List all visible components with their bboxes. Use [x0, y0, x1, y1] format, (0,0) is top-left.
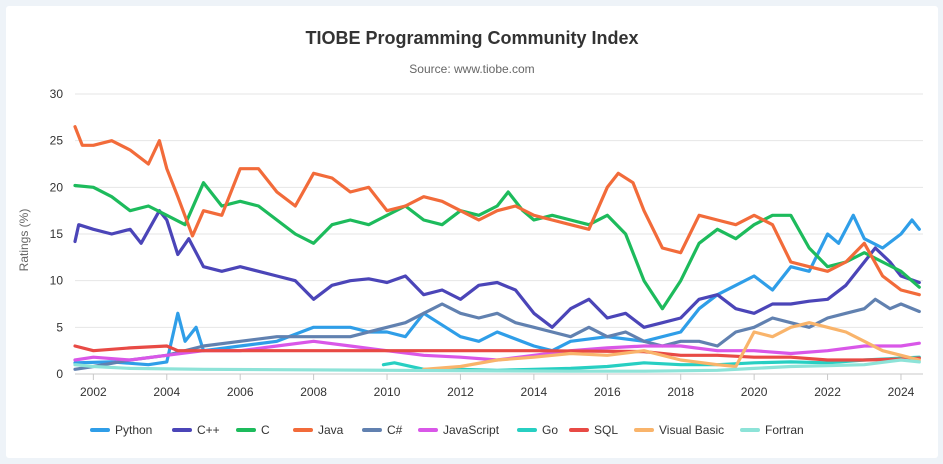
y-tick-label: 10 [50, 274, 64, 288]
x-tick-label: 2002 [80, 385, 107, 399]
series-line-c-[interactable] [73, 209, 921, 329]
legend-label: Python [115, 423, 152, 437]
legend: Python C++ C Java C# JavaScript Go SQL Visual Ba… [90, 423, 804, 437]
x-tick-label: 2014 [521, 385, 548, 399]
x-tick-label: 2008 [300, 385, 327, 399]
x-axis-ticks: 2002 2004 2006 2008 2010 2012 2014 2016 2018 2020… [80, 374, 915, 399]
chart-title: TIOBE Programming Community Index [305, 28, 639, 48]
legend-label: C [261, 423, 270, 437]
legend-item[interactable]: Python [90, 423, 152, 437]
x-tick-label: 2006 [227, 385, 254, 399]
legend-item[interactable]: Visual Basic [634, 423, 724, 437]
legend-label: Go [542, 423, 558, 437]
chart-subtitle: Source: www.tiobe.com [409, 62, 535, 76]
legend-label: SQL [594, 423, 618, 437]
legend-item[interactable]: Java [293, 423, 344, 437]
x-tick-label: 2010 [374, 385, 401, 399]
legend-item[interactable]: C [236, 423, 270, 437]
legend-item[interactable]: SQL [569, 423, 618, 437]
legend-label: Java [318, 423, 344, 437]
chart-card: TIOBE Programming Community Index Source… [6, 6, 938, 458]
line-chart: 0 5 10 15 20 25 30 2002 2004 2006 2008 2010 2012 201… [17, 87, 923, 437]
x-tick-label: 2012 [447, 385, 474, 399]
x-tick-label: 2024 [888, 385, 915, 399]
legend-item[interactable]: JavaScript [418, 423, 500, 437]
y-tick-label: 25 [50, 134, 64, 148]
y-axis-title: Ratings (%) [17, 209, 31, 272]
x-tick-label: 2020 [741, 385, 768, 399]
legend-label: C# [387, 423, 403, 437]
series-line-c-[interactable] [73, 297, 921, 371]
y-tick-label: 15 [50, 227, 64, 241]
x-tick-label: 2016 [594, 385, 621, 399]
x-tick-label: 2018 [667, 385, 694, 399]
legend-item[interactable]: C# [362, 423, 403, 437]
y-tick-label: 5 [56, 320, 63, 334]
series-line-c[interactable] [73, 181, 921, 311]
x-tick-label: 2022 [814, 385, 841, 399]
legend-item[interactable]: Go [517, 423, 558, 437]
series-line-sql[interactable] [73, 344, 921, 362]
legend-label: C++ [197, 423, 220, 437]
series-line-python[interactable] [73, 213, 921, 367]
legend-label: JavaScript [443, 423, 500, 437]
y-tick-label: 30 [50, 87, 64, 101]
x-tick-label: 2004 [153, 385, 180, 399]
legend-item[interactable]: C++ [172, 423, 220, 437]
legend-label: Visual Basic [659, 423, 724, 437]
series-lines [73, 125, 921, 373]
legend-item[interactable]: Fortran [740, 423, 804, 437]
series-line-visual-basic[interactable] [422, 321, 921, 371]
y-axis-ticks: 0 5 10 15 20 25 30 [50, 87, 64, 381]
legend-label: Fortran [765, 423, 804, 437]
series-line-java[interactable] [73, 125, 921, 297]
y-tick-label: 0 [56, 367, 63, 381]
series-line-fortran[interactable] [73, 358, 921, 373]
y-tick-label: 20 [50, 180, 64, 194]
